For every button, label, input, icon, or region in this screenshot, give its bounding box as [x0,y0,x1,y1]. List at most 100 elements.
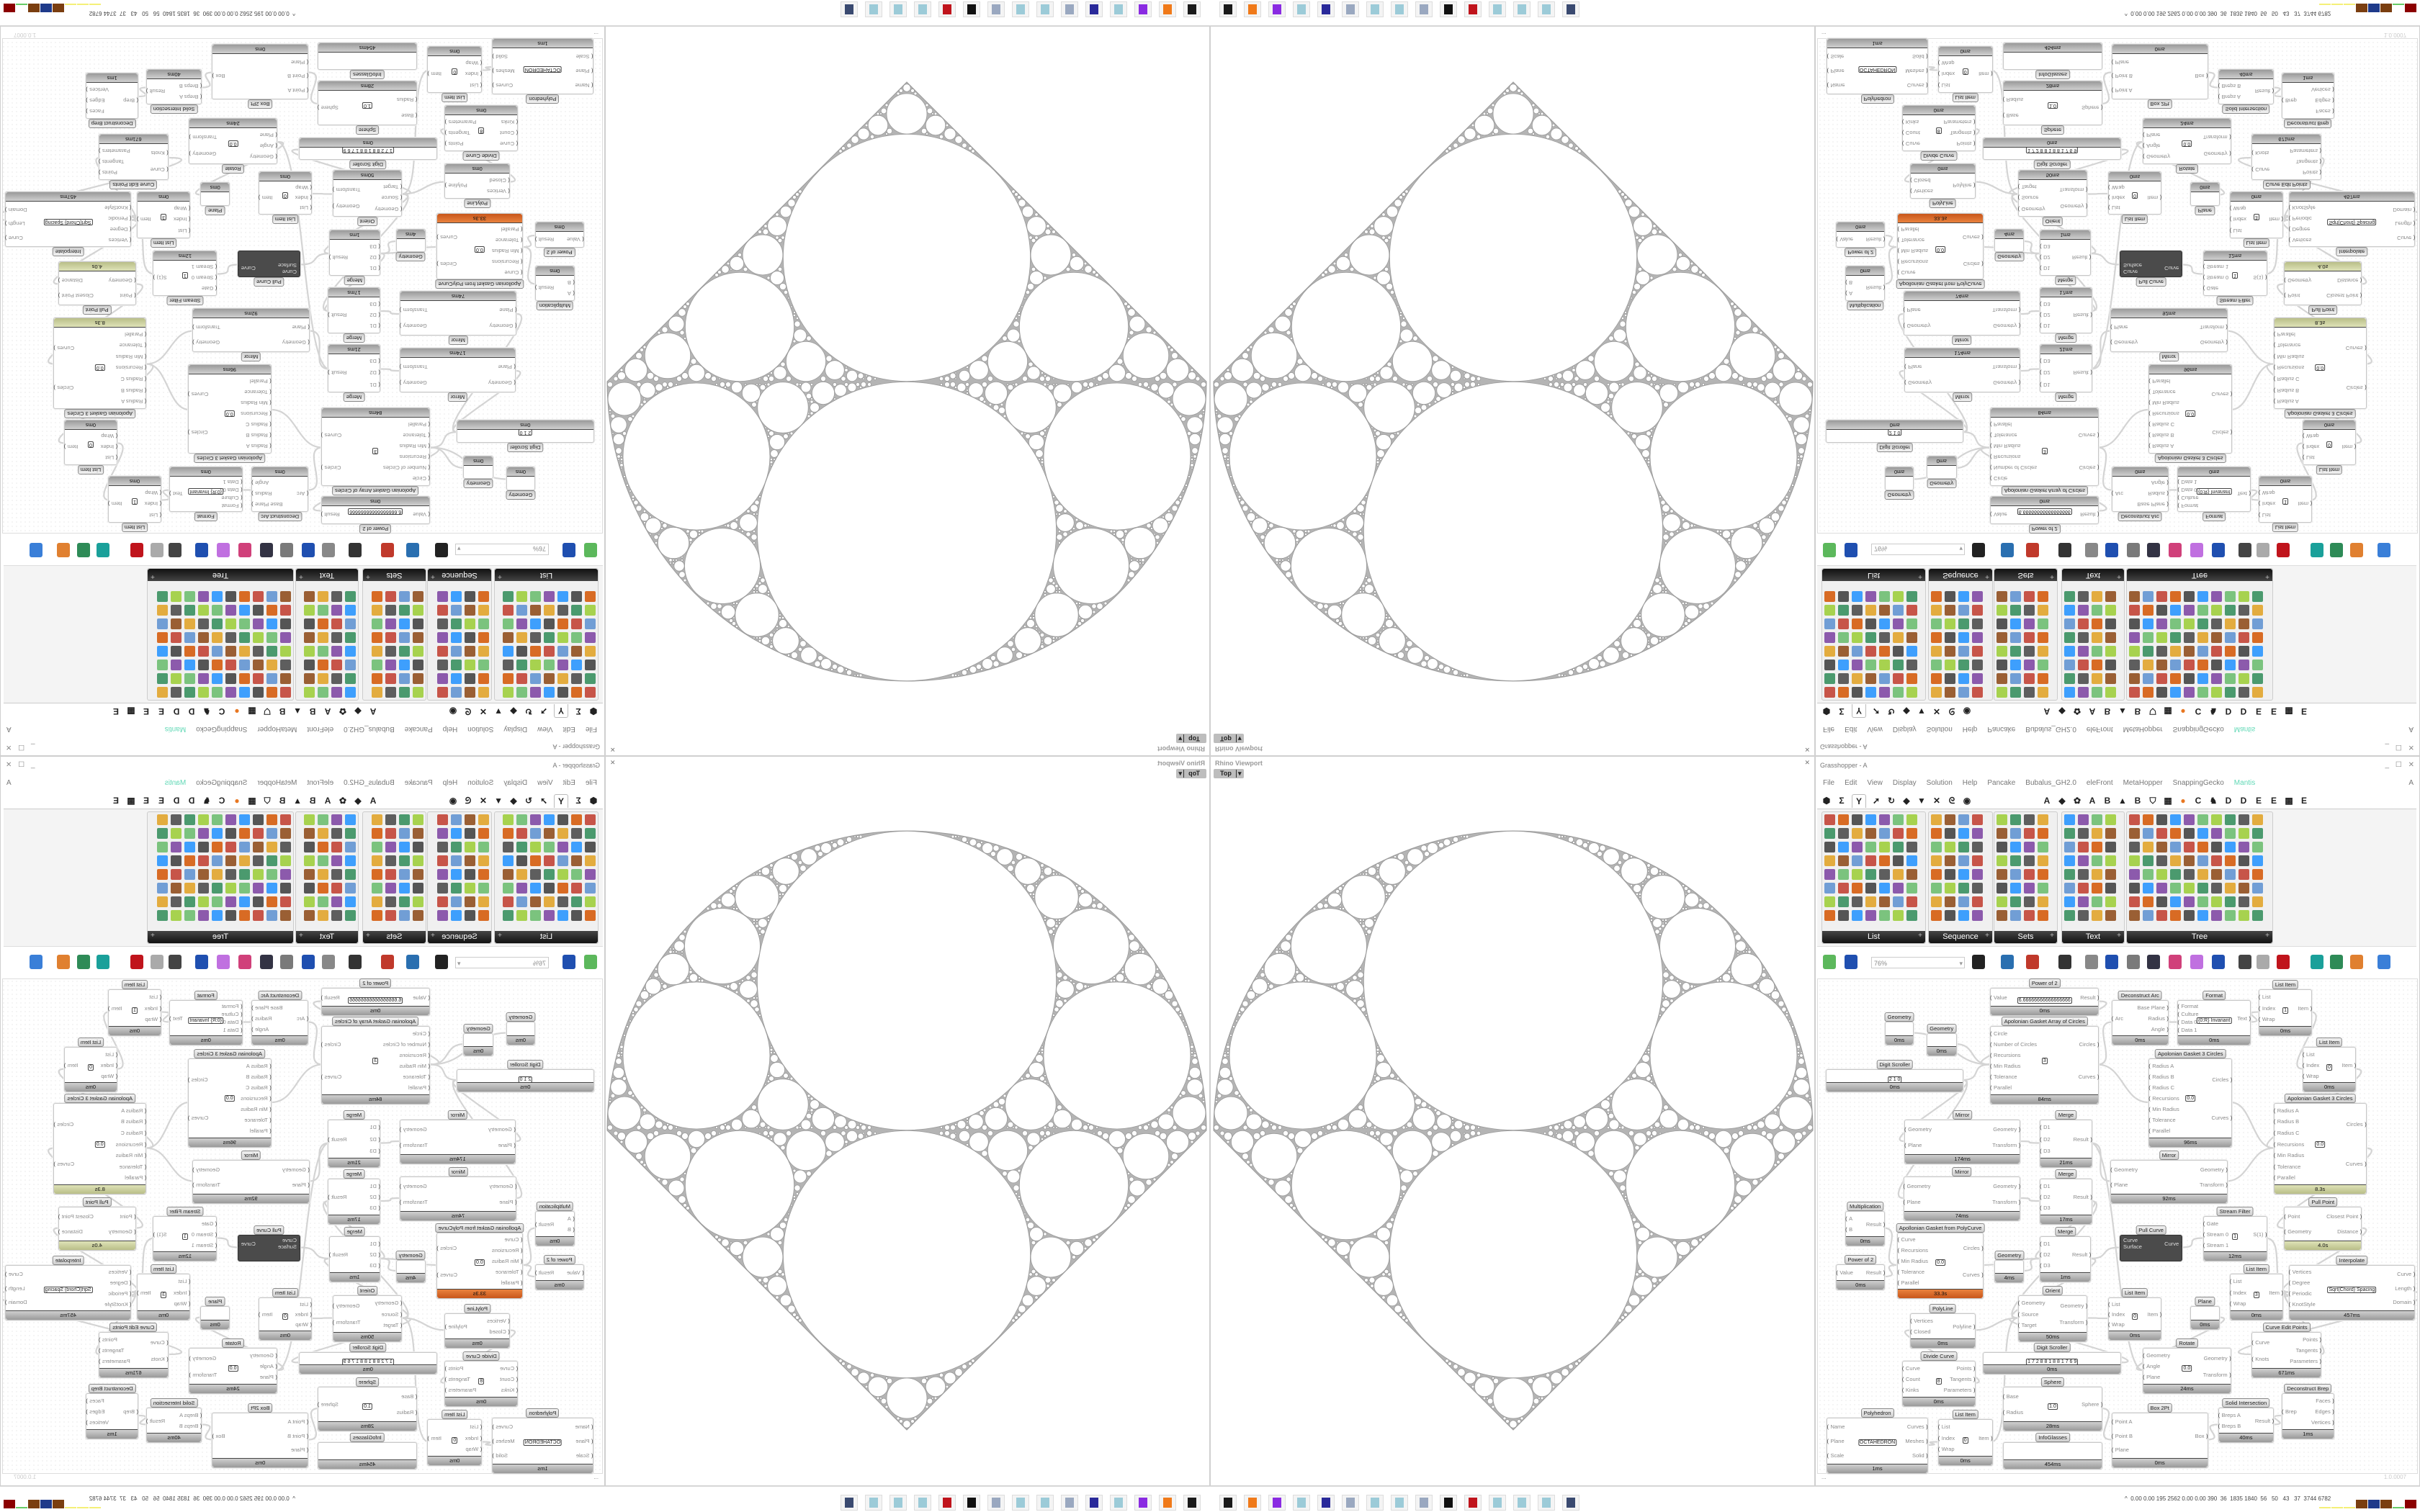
component-icon[interactable] [2225,618,2236,629]
node-merge[interactable]: MergeD1D2D3Result21ms [2040,1110,2092,1168]
node-stream-filter[interactable]: Stream FilterGateStream 0Stream 1S(1)112… [2202,251,2267,305]
component-icon[interactable] [1838,883,1849,894]
component-icon[interactable] [2170,605,2181,616]
node-curve-edit-points[interactable]: Curve Edit PointsCurveKnotsPointsTangent… [2251,1323,2322,1378]
component-icon[interactable] [2156,618,2167,629]
node-value[interactable]: 6.66666666666666666 [2017,508,2072,516]
expand-icon[interactable]: + [299,572,303,580]
input-port[interactable]: Count [1906,130,1920,136]
component-icon[interactable] [399,618,410,629]
input-port[interactable]: Geometry [2284,1228,2311,1235]
output-port[interactable]: Geometry [2204,1355,2231,1362]
input-port[interactable]: D1 [2043,382,2051,388]
output-port[interactable]: Transform [192,1372,217,1378]
component-icon[interactable] [2092,618,2102,629]
component-icon[interactable] [585,883,596,894]
component-icon[interactable] [212,618,223,629]
component-icon[interactable] [385,618,396,629]
menu-metahopper[interactable]: MetaHopper [2123,779,2163,787]
output-port[interactable]: Box [2195,1433,2208,1439]
input-port[interactable]: Brep [2285,97,2297,104]
component-icon[interactable] [2238,605,2249,616]
menu-elefront[interactable]: eleFront [307,779,334,787]
component-icon[interactable] [1865,618,1876,629]
component-icon[interactable] [2038,842,2048,852]
tab-4[interactable]: ↻ [524,706,533,716]
component-icon[interactable] [253,632,264,643]
node-value[interactable]: 0.0 [1935,246,1945,253]
output-port[interactable]: Result [150,1418,165,1424]
output-port[interactable]: Solid [1912,53,1924,60]
output-port[interactable]: Geometry [2060,1302,2087,1309]
component-icon[interactable] [253,910,264,921]
output-port[interactable]: Geometry [192,1355,216,1362]
component-icon[interactable] [1931,618,1942,629]
input-port[interactable]: D1 [369,1183,377,1189]
input-port[interactable]: D1 [369,1124,377,1130]
node-power-of-2[interactable]: Power of 2ValueResult6.66666666666666666… [321,978,430,1016]
input-port[interactable]: Wrap [2262,490,2275,496]
shade-icon[interactable] [2238,543,2251,557]
node-divide-curve[interactable]: Divide CurveCurveCountKinksPointsTangent… [1901,105,1976,161]
input-port[interactable]: Format [222,1003,239,1009]
component-icon[interactable] [318,842,328,852]
component-icon[interactable] [451,855,462,866]
component-icon[interactable] [2252,896,2263,907]
image-icon[interactable] [2127,955,2140,969]
input-port[interactable]: Periodic [2293,215,2312,222]
component-icon[interactable] [1996,814,2007,825]
component-icon[interactable] [1958,910,1969,921]
component-icon[interactable] [1972,896,1983,907]
component-icon[interactable] [280,632,291,643]
node-geometry[interactable]: Geometry 0ms [1884,1012,1914,1045]
component-icon[interactable] [2024,869,2035,880]
input-port[interactable]: Scale [576,1452,590,1459]
node-value[interactable]: 0 [2326,1063,2333,1071]
component-icon[interactable] [318,646,328,657]
menu-display[interactable]: Display [1892,779,1917,787]
component-icon[interactable] [2211,883,2222,894]
node-value[interactable]: 0.0 [224,1095,235,1102]
output-port[interactable]: Transform [403,1199,428,1205]
component-icon[interactable] [2156,632,2167,643]
menu-right-label[interactable]: A [2408,725,2414,733]
component-icon[interactable] [530,687,541,698]
component-icon[interactable] [385,687,396,698]
component-icon[interactable] [557,855,568,866]
zoom-input[interactable]: 76% ▾ [1871,544,1965,555]
component-icon[interactable] [478,842,489,852]
component-icon[interactable] [2010,673,2021,684]
component-icon[interactable] [451,605,462,616]
output-port[interactable]: Item [262,1311,273,1318]
component-icon[interactable] [2225,673,2236,684]
panel-label[interactable]: Tree + [2127,931,2272,943]
node-geometry[interactable]: Geometry 4ms [1994,229,2025,261]
panel-label[interactable]: Sets + [1994,931,2057,943]
component-icon[interactable] [2105,618,2116,629]
input-port[interactable]: List [105,1051,114,1058]
component-icon[interactable] [2252,646,2263,657]
cross-icon[interactable] [195,955,208,969]
component-icon[interactable] [1838,660,1849,670]
component-icon[interactable] [1852,910,1863,921]
notepad-icon[interactable] [1489,1495,1506,1511]
output-port[interactable]: Points [2303,169,2318,176]
component-icon[interactable] [1879,910,1890,921]
component-icon[interactable] [345,828,356,839]
component-icon[interactable] [544,673,555,684]
sketch-icon[interactable] [2026,955,2039,969]
component-icon[interactable] [1893,814,1904,825]
input-port[interactable]: Index [1942,71,1955,78]
output-port[interactable]: Box [215,1433,225,1439]
shade-icon[interactable] [2238,955,2251,969]
tab-27[interactable]: E [2300,796,2307,806]
component-icon[interactable] [1996,660,2007,670]
node-interpolate[interactable]: InterpolateVerticesDegreePeriodicKnotSty… [2288,192,2416,256]
component-icon[interactable] [212,646,223,657]
input-port[interactable]: Radius [2007,96,2023,103]
component-icon[interactable] [2170,910,2181,921]
component-icon[interactable] [516,910,527,921]
component-icon[interactable] [253,687,264,698]
component-icon[interactable] [478,618,489,629]
component-icon[interactable] [1945,687,1955,698]
